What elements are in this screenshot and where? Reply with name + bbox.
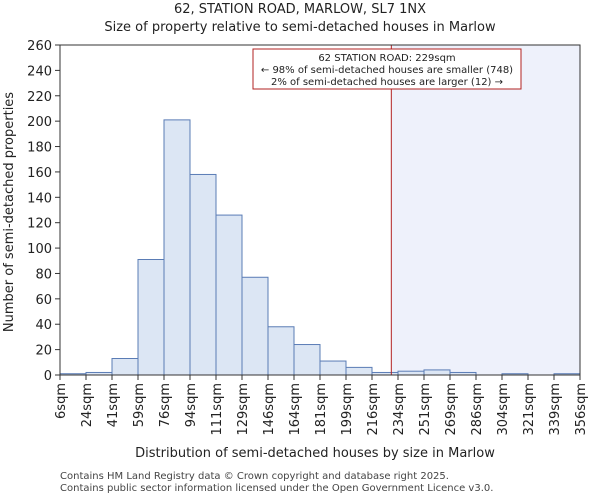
x-tick-label-286sqm: 286sqm xyxy=(470,383,485,436)
bar-41sqm xyxy=(111,358,139,376)
bar-111sqm xyxy=(215,214,243,376)
x-tick-label-234sqm: 234sqm xyxy=(392,383,407,436)
bar-94sqm xyxy=(189,173,217,376)
y-tick-label-40: 40 xyxy=(35,318,52,333)
x-tick-label-181sqm: 181sqm xyxy=(314,383,329,436)
y-tick-label-200: 200 xyxy=(27,115,52,130)
bar-164sqm xyxy=(293,344,321,376)
x-tick-label-251sqm: 251sqm xyxy=(418,383,433,436)
bar-59sqm xyxy=(137,259,165,376)
x-tick-label-24sqm: 24sqm xyxy=(80,383,95,427)
x-tick-label-76sqm: 76sqm xyxy=(158,383,173,427)
x-tick-label-356sqm: 356sqm xyxy=(574,383,589,436)
chart-subtitle: Size of property relative to semi-detach… xyxy=(104,20,496,35)
bar-181sqm xyxy=(319,360,347,376)
y-tick-label-140: 140 xyxy=(27,191,52,206)
x-axis-title: Distribution of semi-detached houses by … xyxy=(135,446,495,461)
y-tick-label-220: 220 xyxy=(27,90,52,105)
chart-title: 62, STATION ROAD, MARLOW, SL7 1NX xyxy=(174,2,426,17)
y-tick-label-0: 0 xyxy=(44,369,52,384)
bar-199sqm xyxy=(345,366,373,376)
x-tick-label-94sqm: 94sqm xyxy=(184,383,199,427)
x-tick-label-321sqm: 321sqm xyxy=(522,383,537,436)
bar-76sqm xyxy=(163,119,191,376)
annotation-box: 62 STATION ROAD: 229sqm ← 98% of semi-de… xyxy=(252,48,522,90)
y-tick-label-240: 240 xyxy=(27,64,52,79)
x-tick-label-129sqm: 129sqm xyxy=(236,383,251,436)
y-tick-label-120: 120 xyxy=(27,217,52,232)
annotation-larger: 2% of semi-detached houses are larger (1… xyxy=(271,77,503,88)
x-tick-label-111sqm: 111sqm xyxy=(210,383,225,436)
y-tick-label-20: 20 xyxy=(35,344,52,359)
footer-copyright: Contains HM Land Registry data © Crown c… xyxy=(60,471,449,482)
x-tick-label-304sqm: 304sqm xyxy=(496,383,511,436)
x-tick-label-59sqm: 59sqm xyxy=(132,383,147,427)
x-tick-label-146sqm: 146sqm xyxy=(262,383,277,436)
x-tick-label-339sqm: 339sqm xyxy=(548,383,563,436)
x-tick-label-216sqm: 216sqm xyxy=(366,383,381,436)
x-tick-label-6sqm: 6sqm xyxy=(54,383,69,419)
bar-129sqm xyxy=(241,276,269,376)
y-tick-label-100: 100 xyxy=(27,242,52,257)
annotation-frame xyxy=(252,48,522,90)
x-tick-label-164sqm: 164sqm xyxy=(288,383,303,436)
larger-region-shading xyxy=(391,45,580,375)
x-tick-label-41sqm: 41sqm xyxy=(106,383,121,427)
annotation-title: 62 STATION ROAD: 229sqm xyxy=(318,53,455,64)
footer-licence: Contains public sector information licen… xyxy=(60,483,494,494)
x-tick-label-199sqm: 199sqm xyxy=(340,383,355,436)
bar-234sqm xyxy=(397,370,425,376)
bar-251sqm xyxy=(423,369,451,376)
y-tick-label-180: 180 xyxy=(27,141,52,156)
y-tick-label-80: 80 xyxy=(35,267,52,282)
y-tick-label-260: 260 xyxy=(27,39,52,54)
y-axis-title: Number of semi-detached properties xyxy=(2,92,17,332)
y-tick-label-160: 160 xyxy=(27,166,52,181)
bar-146sqm xyxy=(267,326,295,376)
y-tick-label-60: 60 xyxy=(35,293,52,308)
x-tick-label-269sqm: 269sqm xyxy=(444,383,459,436)
annotation-smaller: ← 98% of semi-detached houses are smalle… xyxy=(261,65,513,76)
